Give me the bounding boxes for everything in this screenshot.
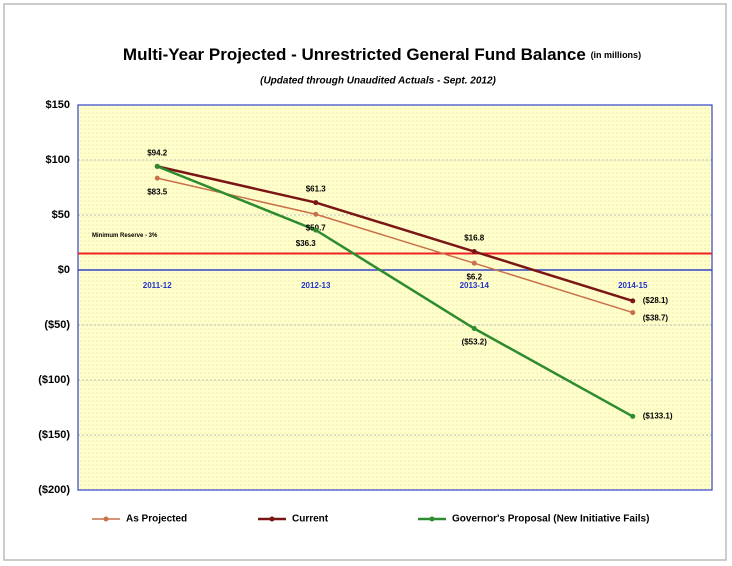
legend-label: Current [292, 514, 329, 525]
series-line [157, 177, 633, 314]
y-tick-label: ($100) [38, 374, 70, 386]
legend-marker [103, 516, 109, 522]
point [313, 211, 319, 217]
legend-marker [429, 516, 435, 522]
subtitle: (Updated through Unaudited Actuals - Sep… [260, 76, 496, 87]
point [471, 326, 477, 332]
title-main: Multi-Year Projected - Unrestricted Gene… [123, 45, 586, 64]
x-tick-label: 2012-13 [301, 281, 331, 290]
value-label: ($28.1) [643, 296, 669, 305]
legend-label: As Projected [126, 514, 187, 525]
plot-border [77, 104, 713, 491]
value-label: $36.3 [296, 239, 317, 248]
point [630, 298, 636, 304]
y-tick-label: $100 [46, 154, 70, 166]
point [471, 260, 477, 266]
point [313, 227, 319, 233]
y-tick-label: $50 [52, 209, 70, 221]
chart-title: Multi-Year Projected - Unrestricted Gene… [123, 45, 641, 64]
y-tick-label: ($150) [38, 429, 70, 441]
y-tick-label: ($200) [38, 484, 70, 496]
y-tick-label: $150 [46, 99, 70, 111]
series-line [156, 165, 634, 418]
point [471, 249, 477, 255]
value-label: ($133.1) [643, 412, 673, 421]
value-label: $83.5 [147, 187, 168, 196]
title-note: (in millions) [591, 50, 642, 60]
x-tick-label: 2011-12 [143, 281, 172, 290]
value-label: $6.2 [466, 272, 482, 281]
point [630, 310, 636, 316]
x-tick-label: 2014-15 [618, 281, 648, 290]
legend-label: Governor's Proposal (New Initiative Fail… [452, 514, 649, 525]
point [313, 200, 319, 206]
point [154, 163, 160, 169]
value-label: $61.3 [306, 185, 327, 194]
reference-label: Minimum Reserve - 3% [92, 233, 158, 239]
plot-area [78, 105, 712, 490]
legend-marker [269, 516, 275, 522]
point [154, 175, 160, 181]
x-tick-label: 2013-14 [460, 281, 490, 290]
y-tick-label: ($50) [44, 319, 70, 331]
value-label: ($38.7) [643, 314, 669, 323]
value-label: $16.8 [464, 234, 485, 243]
point [630, 413, 636, 419]
y-tick-label: $0 [58, 264, 70, 276]
series-line [156, 165, 634, 303]
value-label: ($53.2) [462, 338, 488, 347]
value-label: $94.2 [147, 148, 168, 157]
